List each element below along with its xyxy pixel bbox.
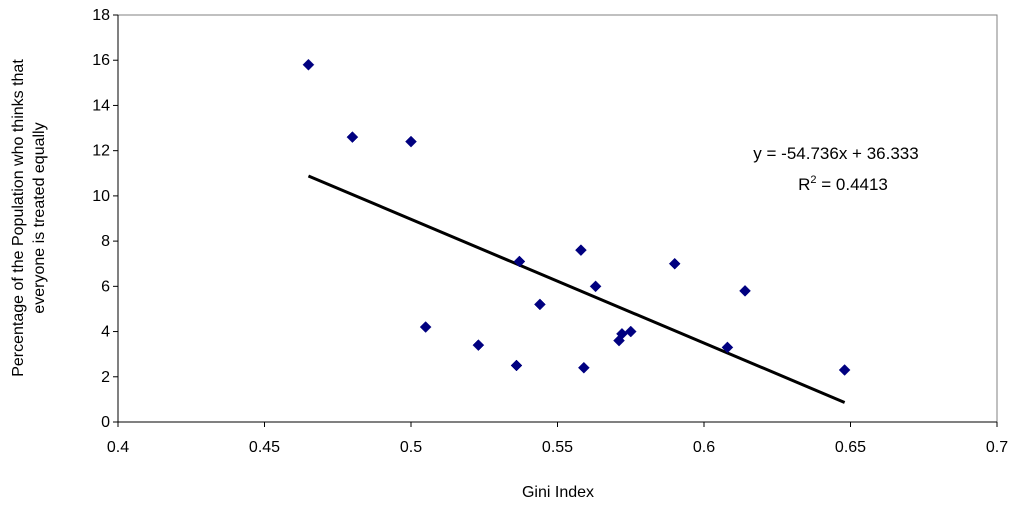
y-tick-label: 2 [101, 369, 110, 386]
plot-area-border [117, 14, 998, 423]
trendline-equation: y = -54.736x + 36.333 [753, 144, 918, 163]
data-point [589, 280, 602, 293]
y-axis-title-line-2: everyone is treated equally [31, 122, 48, 313]
data-point [534, 298, 546, 311]
x-tick-label: 0.7 [986, 439, 1008, 456]
r-squared-label: R2 = 0.4413 [798, 174, 888, 194]
y-tick-labels: 0 2 4 6 8 10 12 14 16 18 [92, 7, 110, 431]
data-point [405, 135, 417, 148]
data-point [575, 244, 587, 257]
data-point [721, 341, 734, 354]
r-squared-value: = 0.4413 [817, 175, 888, 194]
x-tick-label: 0.6 [693, 439, 715, 456]
data-points [302, 58, 851, 376]
data-point [624, 325, 637, 338]
y-tick-label: 4 [101, 324, 110, 341]
data-point [739, 285, 751, 297]
y-tick-label: 10 [92, 188, 110, 205]
data-point [346, 131, 359, 143]
x-tick-label: 0.45 [249, 439, 280, 456]
x-tick-label: 0.4 [107, 439, 129, 456]
data-point [578, 361, 590, 374]
x-tick-labels: 0.4 0.45 0.5 0.55 0.6 0.65 0.7 [107, 439, 1008, 456]
plot-axes [113, 14, 998, 427]
y-tick-label: 14 [92, 97, 110, 114]
y-tick-label: 18 [92, 7, 110, 24]
x-tick-label: 0.5 [400, 439, 422, 456]
r-squared-exponent: 2 [810, 174, 816, 186]
y-axis-title-line-1: Percentage of the Population who thinks … [10, 59, 27, 377]
x-tick-label: 0.55 [542, 439, 573, 456]
x-axis-title: Gini Index [522, 484, 594, 501]
r-squared-prefix: R [798, 175, 810, 194]
data-point [513, 255, 526, 268]
data-point [838, 364, 851, 376]
trendline [307, 174, 846, 404]
y-tick-label: 16 [92, 52, 110, 69]
y-tick-label: 0 [101, 414, 110, 431]
data-point [668, 257, 681, 270]
x-tick-label: 0.65 [835, 439, 866, 456]
data-point [302, 58, 315, 71]
y-tick-label: 6 [101, 278, 110, 295]
trendline-group [307, 174, 846, 404]
y-tick-label: 12 [92, 143, 110, 160]
data-point [472, 339, 485, 351]
y-tick-label: 8 [101, 233, 110, 250]
data-point [419, 321, 432, 333]
data-point [510, 359, 523, 372]
